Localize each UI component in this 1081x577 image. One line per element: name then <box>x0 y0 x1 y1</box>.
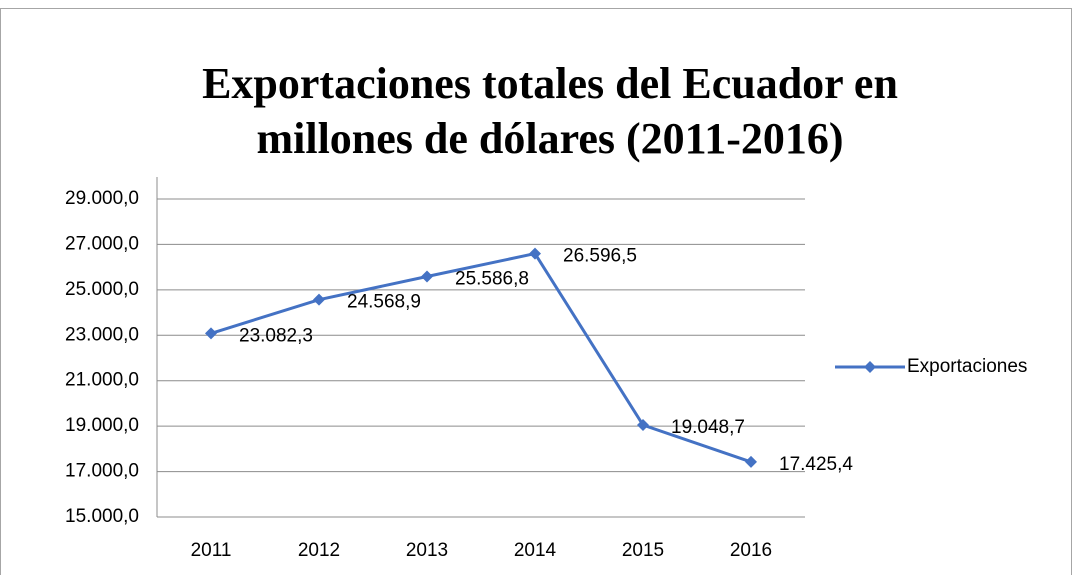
y-tick-label: 29.000,0 <box>65 188 139 209</box>
marker <box>313 293 325 306</box>
x-tick-label: 2016 <box>730 540 772 561</box>
chart-frame <box>0 8 1072 575</box>
y-tick-label: 15.000,0 <box>65 506 139 527</box>
x-tick-label: 2015 <box>622 540 664 561</box>
data-label: 24.568,9 <box>347 292 421 313</box>
marker <box>637 419 649 432</box>
chart-title: Exportaciones totales del Ecuador en mil… <box>202 59 898 163</box>
y-tick-label: 19.000,0 <box>65 415 139 436</box>
marker <box>421 270 433 283</box>
data-label: 25.586,8 <box>455 269 529 290</box>
x-tick-label: 2012 <box>298 540 340 561</box>
marker <box>529 247 541 260</box>
y-tick-label: 25.000,0 <box>65 279 139 300</box>
y-tick-label: 17.000,0 <box>65 461 139 482</box>
data-label: 26.596,5 <box>563 246 637 267</box>
legend-label: Exportaciones <box>907 356 1027 377</box>
series-line <box>210 251 752 464</box>
marker <box>745 455 757 468</box>
x-tick-label: 2011 <box>191 540 232 561</box>
y-tick-label: 23.000,0 <box>65 324 139 345</box>
y-tick-label: 21.000,0 <box>65 370 139 391</box>
legend-marker <box>864 361 876 373</box>
x-tick-label: 2014 <box>514 540 557 561</box>
y-tick-label: 27.000,0 <box>65 233 139 254</box>
data-label: 17.425,4 <box>779 454 853 475</box>
x-tick-label: 2013 <box>406 540 448 561</box>
marker <box>205 327 217 340</box>
data-label: 19.048,7 <box>671 417 745 438</box>
data-label: 23.082,3 <box>239 325 313 346</box>
